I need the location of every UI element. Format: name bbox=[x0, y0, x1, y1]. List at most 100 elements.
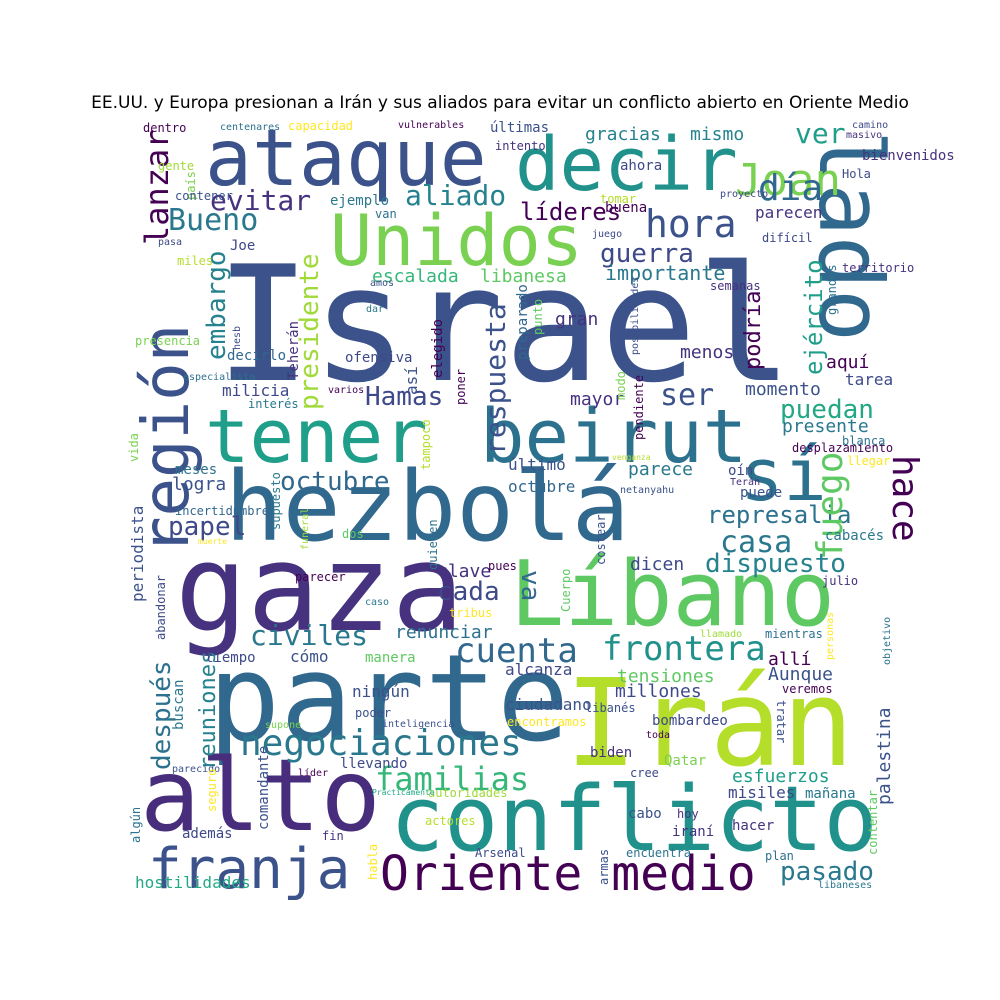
word-arsenal: encuentra bbox=[626, 846, 691, 860]
word-objetivo: personas bbox=[825, 612, 836, 660]
word-llegar: blanca bbox=[842, 434, 885, 448]
word-hace: hace bbox=[884, 455, 925, 542]
word-modo: punto bbox=[531, 299, 545, 335]
word-muerte: dos bbox=[342, 527, 364, 541]
word-capacidad: vulnerables bbox=[398, 120, 464, 131]
word-buena: buena bbox=[605, 200, 647, 216]
word-ejercito: ejército bbox=[800, 259, 828, 375]
word-puedan: puedan bbox=[780, 395, 874, 425]
word-region: región bbox=[130, 324, 204, 555]
word-evitar: evitar bbox=[210, 184, 311, 217]
word-libanes: encontramos bbox=[507, 715, 586, 729]
word-cuenta: cuenta bbox=[455, 631, 578, 671]
word-mayor: interés bbox=[248, 397, 299, 411]
word-decir: decir bbox=[515, 122, 738, 208]
word-millones: millones bbox=[615, 681, 702, 702]
word-gaza: gaza bbox=[175, 520, 464, 659]
word-hola: bienvenidos bbox=[862, 148, 955, 164]
word-esfuerzos: esfuerzos bbox=[732, 766, 830, 787]
word-hamas: Hamas bbox=[365, 382, 443, 412]
word-comandante: además bbox=[182, 826, 233, 842]
word-armas: Arsenal bbox=[475, 846, 526, 860]
word-supuesto: funeral bbox=[300, 508, 311, 550]
word-posibilidades: modo bbox=[614, 371, 628, 400]
word-pendiente: posibilidades bbox=[630, 277, 641, 355]
word-pasa: contener bbox=[175, 189, 233, 203]
word-joan: Joan bbox=[735, 155, 841, 206]
word-netanyahu: Terán bbox=[730, 476, 760, 488]
word-lideres: líderes bbox=[520, 198, 621, 226]
word-ataque: ataque bbox=[205, 114, 487, 204]
word-toda: libanés bbox=[585, 701, 636, 715]
word-dicen: clave bbox=[437, 561, 491, 582]
word-bienvenidos: Prácticamente bbox=[372, 788, 435, 797]
word-teran: llegar bbox=[847, 454, 890, 468]
word-clave: manera bbox=[365, 650, 416, 666]
word-oriente-medio: Oriente medio bbox=[380, 846, 756, 902]
word-dentro: centenares bbox=[220, 122, 280, 133]
word-si: sí bbox=[740, 433, 827, 517]
word-ejemplo: Joe bbox=[230, 238, 255, 254]
word-importante: importante bbox=[605, 261, 725, 285]
word-hacer: contentar bbox=[866, 790, 880, 855]
word-hora: hora bbox=[645, 202, 737, 246]
word-encuentra: plan bbox=[765, 849, 794, 863]
word-tomar: ahora bbox=[620, 158, 662, 174]
word-semanas: territorio bbox=[842, 261, 914, 275]
word-varios: especialista bbox=[183, 372, 255, 383]
word-preparado: elegido bbox=[430, 319, 446, 378]
word-familias: familias bbox=[375, 760, 529, 798]
word-supone: inteligencia bbox=[382, 719, 454, 730]
word-casa: casa bbox=[720, 525, 792, 560]
word-periodista: buscan bbox=[171, 679, 187, 730]
word-cabo: iraní bbox=[672, 824, 714, 840]
word-ultimas: últimas bbox=[490, 120, 549, 136]
word-ser: ser bbox=[660, 378, 714, 413]
word-puede: oín bbox=[728, 463, 753, 479]
word-guerra: guerra bbox=[600, 239, 694, 269]
word-poner: dar bbox=[366, 304, 384, 315]
word-libano: Líbano bbox=[510, 542, 835, 647]
word-juego: difícil bbox=[762, 231, 813, 245]
word-intento: tomar bbox=[600, 192, 636, 206]
word-camino: Hola bbox=[842, 167, 871, 181]
word-beirut: beirut bbox=[480, 394, 747, 480]
word-milicia: meses bbox=[175, 462, 217, 478]
word-fuego: fuego bbox=[810, 452, 851, 560]
word-tarea: tarea bbox=[845, 370, 893, 389]
word-pais: gente bbox=[158, 159, 194, 173]
word-manana: mañana bbox=[805, 786, 856, 802]
word-gracias: gracias bbox=[585, 124, 661, 145]
word-veremos: mientras bbox=[765, 627, 823, 641]
word-menos: menos bbox=[680, 342, 734, 363]
word-incertidumbre: abandonar bbox=[154, 575, 168, 640]
word-lado: lado bbox=[799, 130, 902, 342]
word-lider: llevando bbox=[340, 756, 407, 772]
word-contentar: cree bbox=[630, 766, 659, 780]
word-va: va bbox=[515, 570, 545, 601]
word-plan: hoy bbox=[677, 807, 699, 821]
word-civiles: civiles bbox=[250, 619, 368, 652]
word-parecido: toda bbox=[646, 730, 670, 741]
word-como: poder bbox=[355, 706, 391, 720]
word-presencia: hesb bbox=[232, 326, 243, 350]
word-ademas: líder bbox=[298, 767, 328, 779]
word-actores: armas bbox=[597, 849, 611, 885]
word-proyecto: juego bbox=[592, 229, 622, 240]
word-blanca: desplazamiento bbox=[792, 441, 893, 455]
word-cabaces: incertidumbre bbox=[175, 504, 269, 518]
word-pues: parecer bbox=[295, 570, 346, 584]
word-misiles: misiles bbox=[728, 783, 795, 802]
word-joe: decirlo bbox=[227, 348, 286, 364]
word-conflicto: conflicto bbox=[390, 767, 878, 872]
word-abandonar: periodista bbox=[128, 506, 147, 602]
word-aqui: aquí bbox=[826, 352, 869, 373]
word-embargo: embargo bbox=[202, 250, 232, 360]
word-biden: Qatar bbox=[664, 753, 706, 769]
word-alcanza: van bbox=[375, 207, 397, 221]
word-dificil: semanas bbox=[710, 279, 761, 293]
word-mientras: julio bbox=[822, 574, 858, 588]
word-alli: allí bbox=[768, 649, 811, 670]
word-ahora: proyecto bbox=[720, 189, 768, 200]
